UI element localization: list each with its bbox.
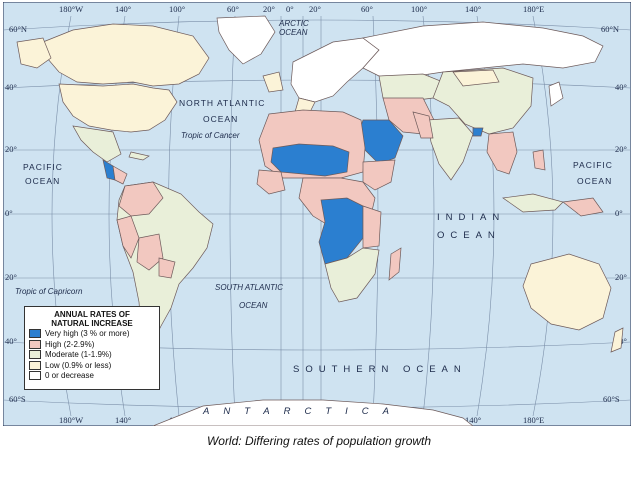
legend-swatch-very-high — [29, 329, 41, 339]
lon-tick-top: 60° — [227, 4, 239, 14]
ocean-labels: ARCTIC OCEAN NORTH ATLANTIC OCEAN Tropic… — [15, 19, 613, 417]
usa — [58, 83, 178, 133]
pacific-left-label: PACIFIC — [23, 162, 63, 172]
lon-tick-top: 140° — [115, 4, 131, 14]
paraguay — [158, 257, 176, 279]
new-zealand — [610, 327, 624, 353]
indonesia — [502, 193, 564, 213]
legend-swatch-low — [29, 360, 41, 370]
southern-ocean-label: SOUTHERN OCEAN — [293, 364, 467, 375]
tropic-capricorn-label: Tropic of Capricorn — [15, 287, 83, 296]
lon-tick-top: 180°W — [59, 4, 83, 14]
australia — [522, 253, 612, 331]
peru — [116, 215, 140, 259]
legend-item-high: High (2-2.9%) — [29, 339, 155, 350]
pacific-left-label-2: OCEAN — [25, 176, 60, 186]
lat-tick-left: 0° — [5, 208, 13, 218]
colombia-venezuela — [118, 181, 164, 217]
lon-tick-top: 100° — [169, 4, 185, 14]
lat-tick-right: 20° — [615, 144, 627, 154]
philippines — [532, 149, 546, 171]
tropic-cancer-label: Tropic of Cancer — [181, 131, 240, 140]
greenland — [216, 15, 276, 65]
south-atlantic-label-2: OCEAN — [239, 301, 268, 310]
legend-label-zero: 0 or decrease — [45, 371, 94, 381]
lon-tick-bottom: 180°E — [523, 415, 544, 425]
canada — [42, 23, 210, 87]
china — [432, 67, 534, 135]
west-africa — [256, 169, 286, 195]
japan — [548, 81, 564, 107]
antarctica-label: ANTARCTICA — [202, 406, 403, 417]
lon-tick-bottom: 140° — [465, 415, 481, 425]
north-atlantic-label: NORTH ATLANTIC — [179, 98, 265, 108]
caribbean — [128, 151, 150, 161]
lat-tick-right: 40° — [615, 82, 627, 92]
india — [426, 117, 474, 181]
alaska — [16, 37, 52, 69]
north-atlantic-label-2: OCEAN — [203, 114, 238, 124]
legend-title-line1: ANNUAL RATES OF — [54, 310, 130, 319]
indian-ocean-label-2: OCEAN — [437, 230, 501, 241]
lat-tick-right: 60°S — [603, 394, 620, 404]
lon-tick-top: 180°E — [523, 4, 544, 14]
lon-tick-top: 100° — [411, 4, 427, 14]
lat-tick-right: 0° — [615, 208, 623, 218]
britain — [262, 71, 284, 93]
arctic-ocean-label-2: OCEAN — [279, 28, 308, 37]
indian-ocean-label: INDIAN — [437, 212, 505, 223]
legend-item-moderate: Moderate (1-1.9%) — [29, 350, 155, 360]
europe — [290, 37, 380, 103]
lon-tick-bottom: 140° — [115, 415, 131, 425]
south-atlantic-label: SOUTH ATLANTIC — [215, 283, 283, 292]
legend-label-moderate: Moderate (1-1.9%) — [45, 350, 112, 360]
southern-africa — [324, 247, 380, 303]
pacific-right-label: PACIFIC — [573, 160, 613, 170]
lon-tick-top: 20° — [263, 4, 275, 14]
world-population-growth-map: 180°W 140° 100° 60° 20° 0° 20° 60° 100° … — [3, 2, 631, 426]
lat-ticks-left: 60°N 40° 20° 0° 20° 40° 60°S — [5, 24, 27, 404]
legend-item-very-high: Very high (3 % or more) — [29, 329, 155, 339]
legend-item-zero: 0 or decrease — [29, 371, 155, 381]
lat-tick-left: 60°N — [9, 24, 27, 34]
lat-tick-right: 20° — [615, 272, 627, 282]
lon-tick-top: 20° — [309, 4, 321, 14]
lat-tick-left: 20° — [5, 272, 17, 282]
pacific-right-label-2: OCEAN — [577, 176, 612, 186]
lon-tick-bottom: 180°W — [59, 415, 83, 425]
bangladesh-area — [472, 127, 484, 137]
legend-title-line2: NATURAL INCREASE — [51, 319, 133, 328]
legend-label-low: Low (0.9% or less) — [45, 360, 112, 370]
lat-tick-right: 60°N — [601, 24, 619, 34]
pakistan — [412, 111, 434, 139]
russia — [362, 21, 604, 79]
horn-africa — [362, 159, 396, 191]
lat-tick-left: 20° — [5, 144, 17, 154]
sahel-very-high — [270, 143, 350, 177]
lat-tick-left: 40° — [5, 336, 17, 346]
legend: ANNUAL RATES OF NATURAL INCREASE Very hi… — [24, 306, 160, 390]
lat-tick-left: 40° — [5, 82, 17, 92]
east-africa — [362, 205, 382, 249]
lat-tick-left: 60°S — [9, 394, 26, 404]
antarctica — [152, 399, 474, 426]
legend-swatch-zero — [29, 371, 41, 381]
se-asia — [486, 131, 518, 175]
lon-ticks-top: 180°W 140° 100° 60° 20° 0° 20° 60° 100° … — [59, 4, 544, 14]
mongolia — [452, 69, 500, 87]
legend-swatch-high — [29, 339, 41, 349]
legend-label-high: High (2-2.9%) — [45, 339, 95, 349]
central-america-2 — [112, 165, 128, 185]
madagascar — [388, 247, 402, 281]
lon-tick-top: 60° — [361, 4, 373, 14]
papua — [562, 197, 604, 217]
legend-label-very-high: Very high (3 % or more) — [45, 329, 130, 339]
arctic-ocean-label: ARCTIC — [278, 19, 309, 28]
lon-tick-top: 140° — [465, 4, 481, 14]
legend-swatch-moderate — [29, 350, 41, 360]
lon-tick-top: 0° — [286, 4, 294, 14]
map-caption: World: Differing rates of population gro… — [206, 434, 432, 448]
bolivia — [136, 233, 164, 271]
legend-item-low: Low (0.9% or less) — [29, 360, 155, 371]
